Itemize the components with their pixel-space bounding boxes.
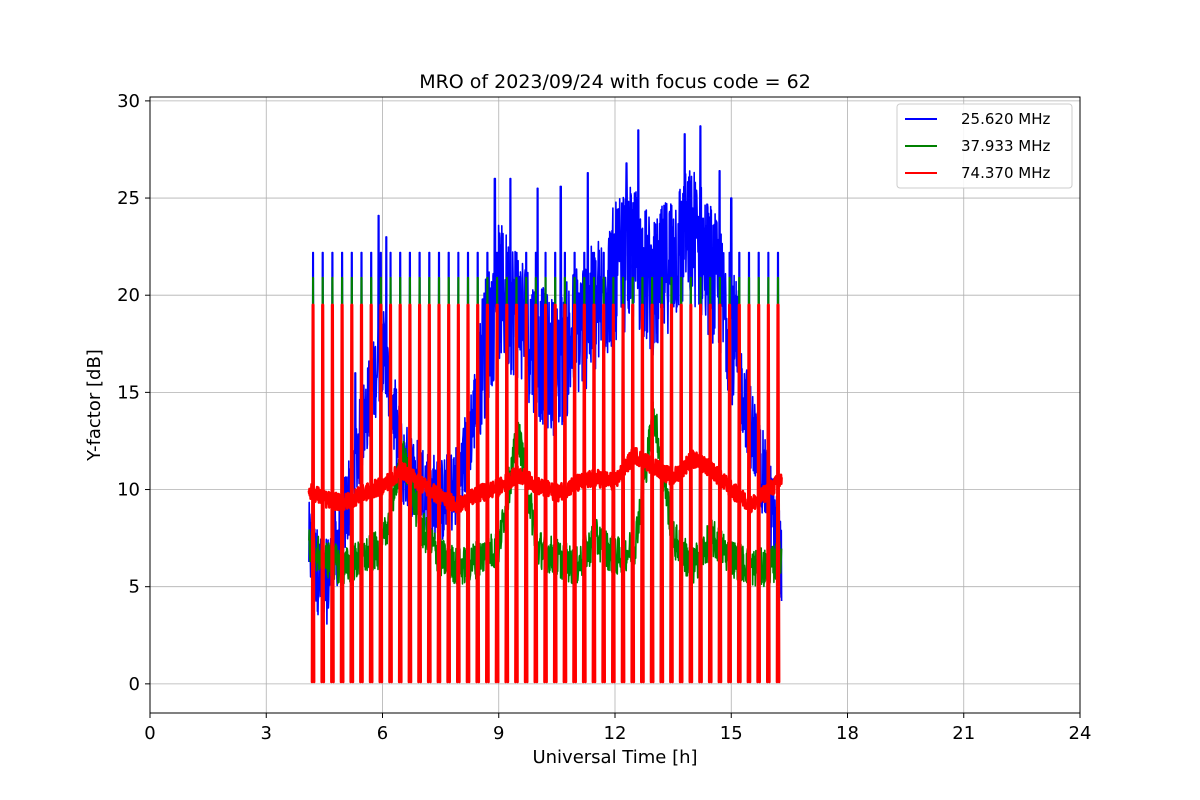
y-tick-label: 10: [117, 480, 140, 501]
x-tick-label: 21: [952, 723, 975, 744]
series-line: [308, 125, 783, 683]
x-tick-label: 15: [720, 723, 743, 744]
y-tick-label: 0: [129, 674, 140, 695]
x-tick-label: 6: [377, 723, 388, 744]
legend: 25.620 MHz 37.933 MHz 74.370 MHz: [896, 103, 1073, 189]
axis-ticks: 0 3 6 9 12 15 18 21 24 0 5 10 15 20 25 30: [117, 91, 1091, 744]
data-lines: [307, 125, 783, 684]
legend-entry: 37.933 MHz: [961, 137, 1050, 155]
y-tick-label: 20: [117, 285, 140, 306]
legend-box: [896, 103, 1073, 189]
x-tick-label: 3: [261, 723, 272, 744]
y-axis-label: Y-factor [dB]: [84, 349, 105, 462]
legend-entry: 74.370 MHz: [961, 164, 1050, 182]
y-tick-label: 5: [129, 577, 140, 598]
legend-entry: 25.620 MHz: [961, 110, 1050, 128]
series-line: [307, 303, 783, 684]
x-axis-label: Universal Time [h]: [532, 747, 697, 768]
y-tick-label: 15: [117, 382, 140, 403]
x-tick-label: 24: [1069, 723, 1092, 744]
x-tick-label: 18: [836, 723, 859, 744]
x-tick-label: 0: [144, 723, 155, 744]
x-tick-label: 9: [493, 723, 504, 744]
x-tick-label: 12: [604, 723, 627, 744]
chart-title: MRO of 2023/09/24 with focus code = 62: [419, 71, 811, 93]
y-tick-label: 30: [117, 91, 140, 112]
y-tick-label: 25: [117, 188, 140, 209]
